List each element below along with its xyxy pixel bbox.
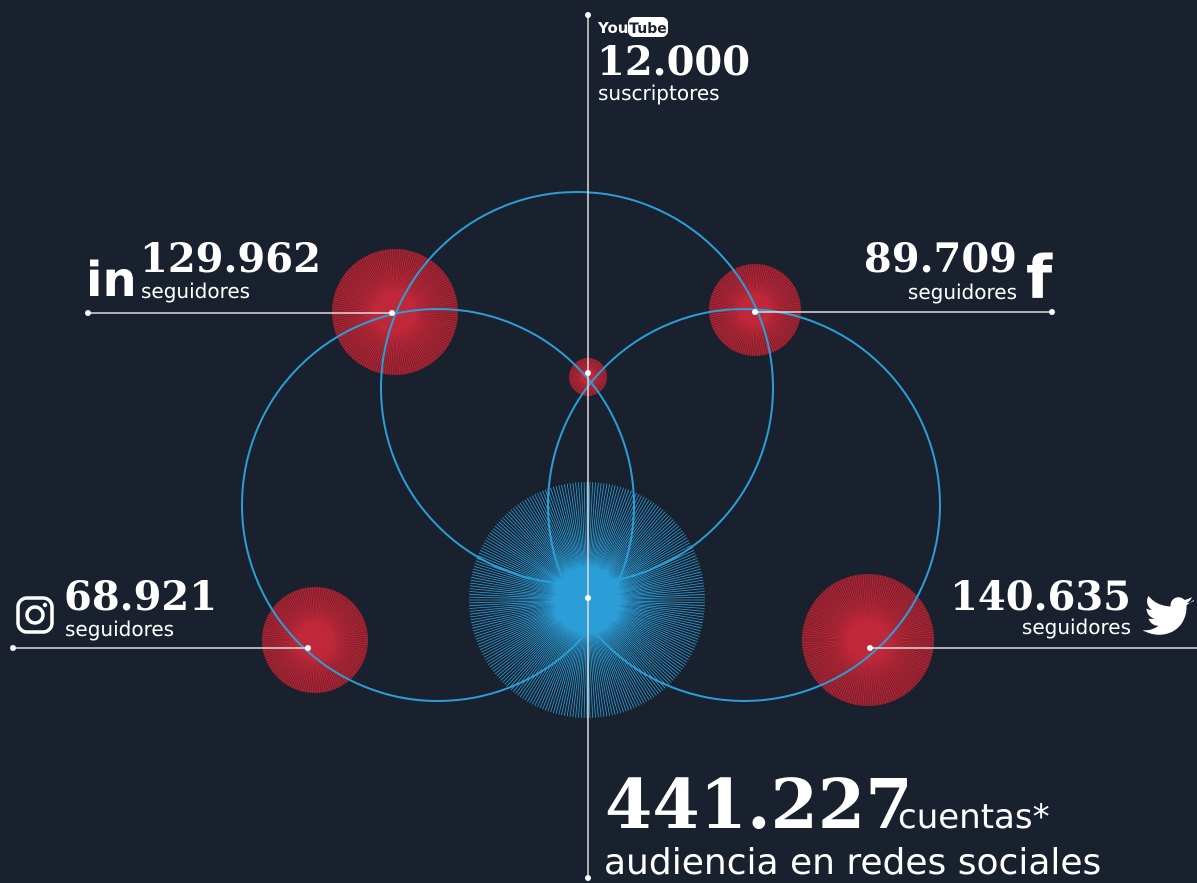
facebook-bubble-rays [709, 264, 801, 356]
twitter-caption: seguidores [1022, 615, 1131, 639]
dot [585, 370, 591, 376]
left-ring [241, 308, 635, 702]
facebook-value: 89.709 [864, 235, 1017, 282]
venn-circles [241, 191, 941, 702]
right-ring [547, 308, 941, 702]
total-caption: audiencia en redes sociales [604, 842, 1101, 883]
dot [585, 875, 591, 881]
instagram-caption: seguidores [65, 617, 174, 641]
twitter-icon [1142, 596, 1194, 635]
twitter-bubble-rays [802, 574, 934, 706]
dot [10, 645, 16, 651]
total-unit: cuentas* [898, 797, 1050, 837]
linkedin-icon: in [86, 252, 137, 308]
linkedin-caption: seguidores [141, 279, 250, 303]
youtube-logo-tube: Tube [629, 21, 667, 37]
instagram-value: 68.921 [64, 573, 217, 620]
linkedin-bubble-rays [331, 248, 459, 376]
dot [305, 645, 311, 651]
linkedin-value: 129.962 [140, 235, 321, 282]
total-bubble-rays [468, 481, 706, 719]
dot [752, 309, 758, 315]
total-value: 441.227 [605, 765, 913, 845]
dot [1049, 309, 1055, 315]
dot [85, 310, 91, 316]
twitter-value: 140.635 [950, 573, 1131, 620]
leader-lines [13, 15, 1197, 878]
instagram-icon [16, 596, 54, 634]
youtube-value: 12.000 [597, 38, 750, 85]
youtube-ring [380, 191, 774, 585]
facebook-caption: seguidores [908, 280, 1017, 304]
dot [867, 645, 873, 651]
dot [585, 12, 591, 18]
youtube-logo-you: You [597, 19, 628, 37]
instagram-dot [42, 602, 48, 608]
facebook-icon: f [1026, 243, 1053, 313]
instagram-frame [16, 596, 54, 634]
youtube-logo-box [628, 17, 668, 37]
dots [10, 12, 1055, 881]
instagram-lens [25, 605, 45, 625]
dot [389, 310, 395, 316]
youtube-caption: suscriptores [598, 81, 720, 105]
dot [585, 595, 591, 601]
